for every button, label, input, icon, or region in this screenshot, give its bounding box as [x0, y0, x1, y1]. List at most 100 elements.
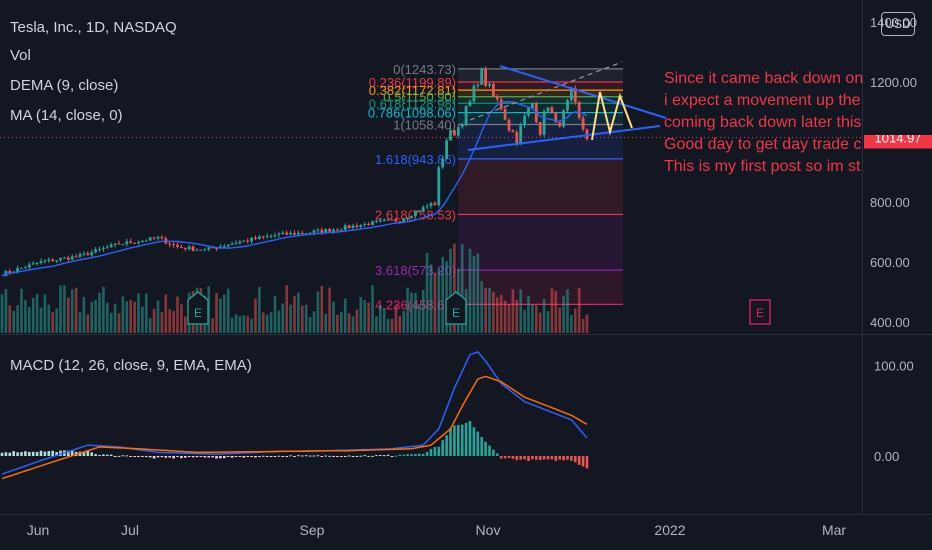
earnings-marker[interactable] [187, 291, 209, 325]
candle-body [468, 101, 472, 107]
macd-histogram-bar [437, 446, 441, 456]
macd-histogram-bar [414, 454, 417, 456]
volume-bar [70, 289, 74, 333]
macd-histogram-bar [31, 451, 35, 456]
candle-body [332, 229, 335, 232]
candle-body [109, 244, 113, 248]
candle-body [558, 122, 562, 127]
volume-bar [273, 296, 277, 333]
volume-bar [230, 317, 234, 333]
volume-bar [511, 289, 515, 333]
volume-bar [402, 311, 405, 333]
volume-bar [332, 301, 335, 333]
macd-histogram-bar [164, 456, 168, 458]
macd-histogram-bar [47, 451, 51, 456]
macd-histogram-bar [484, 441, 487, 456]
volume-bar [554, 291, 558, 333]
macd-histogram-bar [289, 455, 292, 457]
macd-histogram-bar [297, 455, 300, 457]
macd-histogram-bar [285, 456, 288, 457]
macd-histogram-bar [542, 456, 546, 460]
macd-histogram-bar [8, 452, 12, 456]
legend-dema[interactable]: DEMA (9, close) [10, 77, 119, 94]
fib-zone [458, 112, 623, 125]
macd-histogram-bar [355, 455, 359, 457]
macd-histogram-bar [293, 456, 296, 457]
currency-button[interactable]: USD [881, 12, 915, 36]
candle-body [207, 247, 211, 250]
macd-histogram-bar [242, 456, 246, 458]
macd-histogram-bar [535, 456, 538, 460]
volume-bar [429, 264, 433, 333]
volume-bar [168, 309, 171, 333]
macd-histogram-bar [472, 427, 476, 456]
fib-zone [458, 82, 623, 91]
candle-body [148, 237, 152, 241]
volume-bar [164, 294, 168, 333]
symbol-title[interactable]: Tesla, Inc., 1D, NASDAQ [10, 19, 177, 36]
macd-histogram-bar [258, 456, 261, 457]
volume-bar [503, 300, 507, 333]
macd-histogram-bar [199, 456, 203, 457]
macd-histogram-bar [429, 448, 433, 456]
volume-bar [324, 313, 327, 333]
macd-histogram-bar [180, 456, 183, 459]
candle-body [94, 249, 97, 253]
candle-body [570, 88, 573, 101]
macd-tick-label: 100.00 [874, 359, 914, 374]
volume-bar [484, 287, 487, 333]
volume-bar [476, 253, 480, 333]
candle-body [538, 122, 542, 135]
volume-bar [519, 289, 522, 333]
volume-bar [156, 300, 160, 333]
macd-histogram-bar [106, 454, 109, 456]
macd-histogram-bar [464, 422, 468, 456]
macd-histogram-bar [152, 456, 156, 459]
volume-bar [312, 311, 316, 333]
candle-body [82, 253, 86, 255]
fib-zone [458, 214, 623, 271]
candle-body [24, 267, 27, 269]
volume-bar [398, 315, 402, 333]
macd-histogram-bar [59, 450, 62, 456]
earnings-marker[interactable] [749, 299, 771, 325]
macd-histogram-bar [277, 455, 281, 457]
macd-histogram-bar [445, 435, 448, 456]
volume-bar [160, 312, 164, 333]
fib-level-label: 0.786(1098.06) [368, 106, 456, 121]
candle-body [234, 243, 238, 245]
candle-body [410, 216, 413, 218]
volume-bar [207, 286, 210, 333]
macd-histogram-bar [219, 456, 222, 459]
candle-body [211, 247, 214, 249]
candle-body [90, 252, 94, 256]
volume-bar [304, 304, 308, 333]
annotation-line: i expect a movement up the [664, 92, 861, 109]
volume-bar [137, 293, 140, 333]
macd-histogram-bar [223, 456, 226, 459]
macd-histogram-bar [12, 451, 15, 456]
candle-body [523, 115, 526, 126]
earnings-marker[interactable] [445, 291, 467, 325]
candle-body [180, 246, 183, 248]
price-tick-label: 400.00 [870, 315, 910, 330]
volume-bar [496, 297, 499, 333]
macd-histogram-bar [511, 456, 515, 459]
legend-macd[interactable]: MACD (12, 26, close, 9, EMA, EMA) [10, 357, 252, 374]
macd-histogram-bar [328, 455, 331, 457]
legend-vol[interactable]: Vol [10, 47, 31, 64]
volume-bar [176, 296, 179, 333]
annotation-line: This is my first post so im st [664, 158, 861, 175]
volume-bar [418, 304, 421, 333]
macd-histogram-bar [160, 456, 164, 458]
macd-histogram-bar [558, 456, 561, 460]
macd-histogram-bar [402, 454, 405, 456]
volume-bar [184, 316, 187, 333]
candle-body [242, 240, 246, 242]
volume-bar [250, 318, 253, 333]
volume-bar [262, 312, 265, 333]
macd-histogram-bar [398, 454, 402, 456]
volume-bar [59, 285, 62, 333]
legend-ma[interactable]: MA (14, close, 0) [10, 107, 123, 124]
